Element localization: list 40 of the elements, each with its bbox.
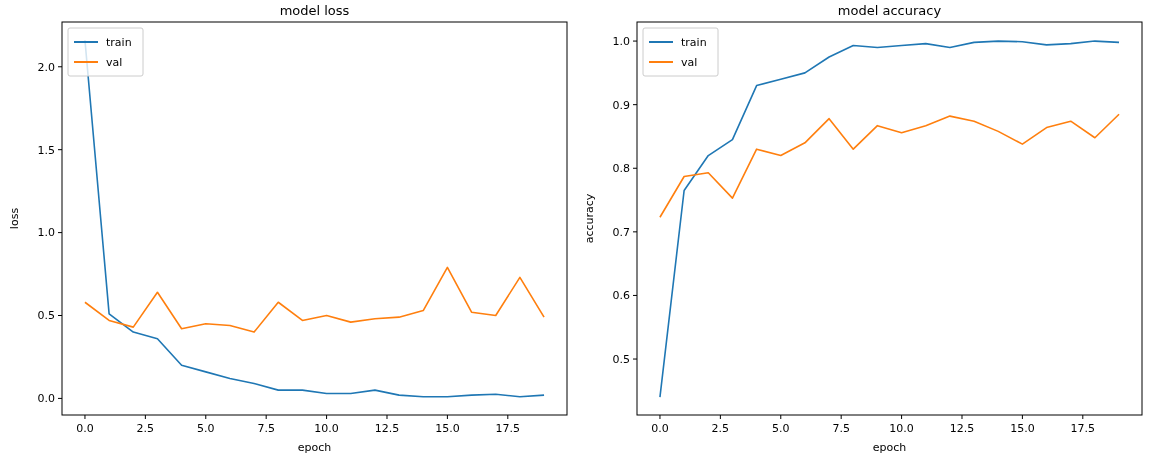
x-tick-label: 10.0 xyxy=(314,422,339,435)
x-tick-label: 17.5 xyxy=(1070,422,1096,435)
x-tick-label: 7.5 xyxy=(257,422,275,435)
chart-title: model loss xyxy=(279,3,350,18)
x-tick-label: 2.5 xyxy=(136,422,155,435)
y-tick-label: 1.0 xyxy=(37,226,55,240)
y-tick-label: 1.5 xyxy=(37,143,55,157)
legend-label: train xyxy=(681,35,707,49)
y-tick-label: 0.5 xyxy=(612,352,630,366)
legend-label: val xyxy=(681,55,698,69)
y-tick-label: 0.6 xyxy=(612,289,630,303)
x-axis-title: epoch xyxy=(297,441,332,454)
y-tick-label: 0.9 xyxy=(612,98,630,112)
x-tick-label: 10.0 xyxy=(889,422,914,435)
x-tick-label: 12.5 xyxy=(374,422,400,435)
x-tick-label: 12.5 xyxy=(949,422,975,435)
y-axis-title: loss xyxy=(8,207,21,230)
y-tick-label: 0.7 xyxy=(612,225,630,239)
y-tick-label: 0.0 xyxy=(37,392,55,406)
y-tick-label: 1.0 xyxy=(612,34,630,48)
x-tick-label: 5.0 xyxy=(772,422,790,435)
chart-title: model accuracy xyxy=(837,3,942,18)
y-tick-label: 0.8 xyxy=(612,162,630,176)
x-tick-label: 15.0 xyxy=(1010,422,1035,435)
x-tick-label: 0.0 xyxy=(76,422,94,435)
x-tick-label: 15.0 xyxy=(435,422,460,435)
line-series xyxy=(659,113,1120,219)
x-tick-label: 5.0 xyxy=(197,422,215,435)
legend-label: val xyxy=(106,55,123,69)
x-tick-label: 0.0 xyxy=(651,422,669,435)
x-tick-label: 17.5 xyxy=(495,422,521,435)
x-axis-title: epoch xyxy=(872,441,907,454)
y-tick-label: 2.0 xyxy=(37,60,55,74)
legend-label: train xyxy=(106,35,132,49)
x-tick-label: 7.5 xyxy=(832,422,850,435)
line-series xyxy=(84,266,545,333)
line-series xyxy=(659,40,1120,398)
y-axis-title: accuracy xyxy=(583,193,596,244)
x-tick-label: 2.5 xyxy=(711,422,730,435)
y-tick-label: 0.5 xyxy=(37,309,55,323)
